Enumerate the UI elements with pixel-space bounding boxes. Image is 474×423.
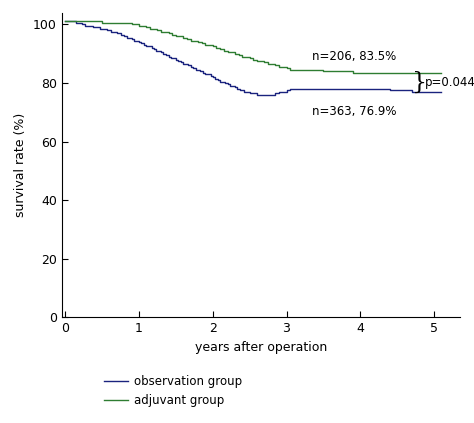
Text: }: } — [412, 71, 427, 94]
Y-axis label: survival rate (%): survival rate (%) — [14, 113, 27, 217]
X-axis label: years after operation: years after operation — [194, 341, 327, 354]
Text: n=363, 76.9%: n=363, 76.9% — [312, 105, 397, 118]
Text: p=0.044: p=0.044 — [425, 76, 474, 89]
Legend: observation group, adjuvant group: observation group, adjuvant group — [100, 371, 246, 412]
Text: n=206, 83.5%: n=206, 83.5% — [312, 50, 397, 63]
